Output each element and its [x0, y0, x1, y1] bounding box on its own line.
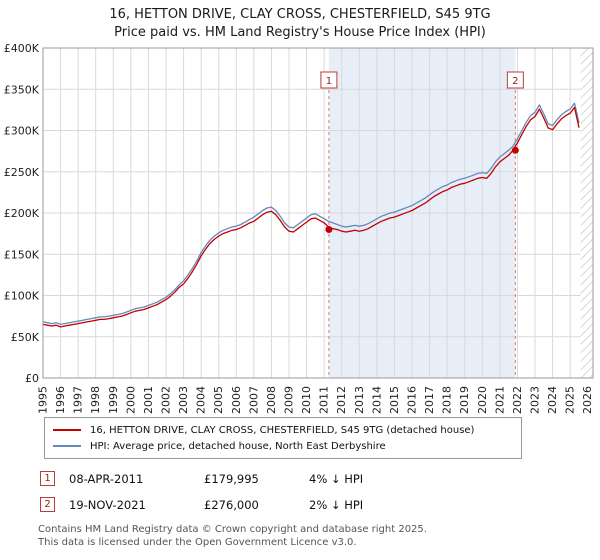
x-axis-label: 2013: [353, 386, 366, 414]
y-axis-label: £150K: [4, 249, 40, 262]
sale-point-dot: [511, 147, 519, 155]
x-axis-label: 2008: [265, 386, 278, 414]
license-footer: Contains HM Land Registry data © Crown c…: [38, 523, 600, 549]
x-axis-label: 2000: [124, 386, 137, 414]
x-axis-label: 2019: [458, 386, 471, 414]
event-2-hpi-delta: 2% ↓ HPI: [309, 497, 364, 512]
price-chart: 1 2 £0 £50K £100K £150K £200K £250K £300K £350K £4…: [4, 42, 594, 414]
title-line2: Price paid vs. HM Land Registry's House …: [114, 25, 486, 41]
x-axis-label: 2006: [230, 386, 243, 414]
y-axis-label: £0: [25, 372, 39, 385]
x-axis-label: 2014: [370, 386, 383, 414]
x-axis-label: 2020: [476, 386, 489, 414]
event-2-marker: 2: [40, 497, 55, 513]
x-axis-label: 2010: [300, 386, 313, 414]
x-axis-label: 2021: [493, 386, 506, 414]
legend-line-red: [53, 429, 81, 432]
x-axis-label: 2016: [406, 386, 419, 414]
footer-line1: Contains HM Land Registry data © Crown c…: [38, 524, 427, 536]
y-axis-label: £250K: [4, 166, 40, 179]
x-axis-label: 2015: [388, 386, 401, 414]
x-axis-label: 1999: [107, 386, 120, 414]
x-axis-label: 2001: [142, 386, 155, 414]
event-1-hpi-delta: 4% ↓ HPI: [309, 471, 364, 486]
x-axis-label: 2009: [283, 386, 296, 414]
x-axis-label: 2005: [212, 386, 225, 414]
sale-event-1: 1 08-APR-2011 £179,995 4% ↓ HPI: [40, 471, 600, 487]
legend: 16, HETTON DRIVE, CLAY CROSS, CHESTERFIE…: [44, 417, 522, 460]
x-axis-label: 2007: [247, 386, 260, 414]
x-axis-label: 2012: [335, 386, 348, 414]
y-axis-label: £400K: [4, 42, 40, 55]
legend-item-property: 16, HETTON DRIVE, CLAY CROSS, CHESTERFIE…: [53, 422, 513, 438]
chart-title: 16, HETTON DRIVE, CLAY CROSS, CHESTERFIE…: [0, 0, 600, 42]
title-line1: 16, HETTON DRIVE, CLAY CROSS, CHESTERFIE…: [109, 7, 491, 22]
hpi-line: [42, 103, 580, 326]
x-axis-label: 1998: [89, 386, 102, 414]
sale-events: 1 08-APR-2011 £179,995 4% ↓ HPI 2 19-NOV…: [40, 471, 600, 513]
x-axis-label: 2018: [441, 386, 454, 414]
plot-border: [42, 47, 594, 379]
y-axis-label: £200K: [4, 207, 40, 220]
y-axis-label: £50K: [11, 331, 40, 344]
event-2-price: £276,000: [204, 497, 259, 512]
y-axis-label: £100K: [4, 290, 40, 303]
property-price-line: [42, 107, 580, 328]
event-2-date: 19-NOV-2021: [69, 497, 146, 512]
x-axis-label: 2004: [195, 386, 208, 414]
event-1-price: £179,995: [204, 471, 259, 486]
legend-item-hpi: HPI: Average price, detached house, Nort…: [53, 438, 513, 454]
y-axis-label: £350K: [4, 84, 40, 97]
legend-label-property: 16, HETTON DRIVE, CLAY CROSS, CHESTERFIE…: [90, 424, 475, 436]
sale-point-dot: [325, 226, 333, 234]
future-hatched-region: [580, 48, 593, 379]
sale-marker-number: 2: [512, 76, 518, 87]
x-axis-label: 1995: [37, 386, 50, 414]
legend-line-blue: [53, 445, 81, 448]
sale-marker-box: [506, 71, 524, 89]
event-1-marker: 1: [40, 471, 55, 487]
x-axis-label: 2011: [318, 386, 331, 414]
event-1-date: 08-APR-2011: [69, 471, 144, 486]
footer-line2: This data is licensed under the Open Gov…: [38, 537, 357, 549]
x-axis-label: 2022: [511, 386, 524, 414]
sale-marker-number: 1: [326, 76, 332, 87]
x-axis-label: 1996: [54, 386, 67, 414]
x-axis-label: 1997: [72, 386, 85, 414]
legend-label-hpi: HPI: Average price, detached house, Nort…: [90, 440, 386, 452]
sale-marker-box: [320, 71, 338, 89]
x-axis-label: 2026: [581, 386, 594, 414]
x-axis-label: 2025: [564, 386, 577, 414]
x-axis-label: 2003: [177, 386, 190, 414]
sale-event-2: 2 19-NOV-2021 £276,000 2% ↓ HPI: [40, 497, 600, 513]
x-axis-label: 2023: [529, 386, 542, 414]
y-axis-label: £300K: [4, 125, 40, 138]
x-axis-label: 2024: [546, 386, 559, 414]
x-axis-label: 2002: [160, 386, 173, 414]
x-axis-label: 2017: [423, 386, 436, 414]
